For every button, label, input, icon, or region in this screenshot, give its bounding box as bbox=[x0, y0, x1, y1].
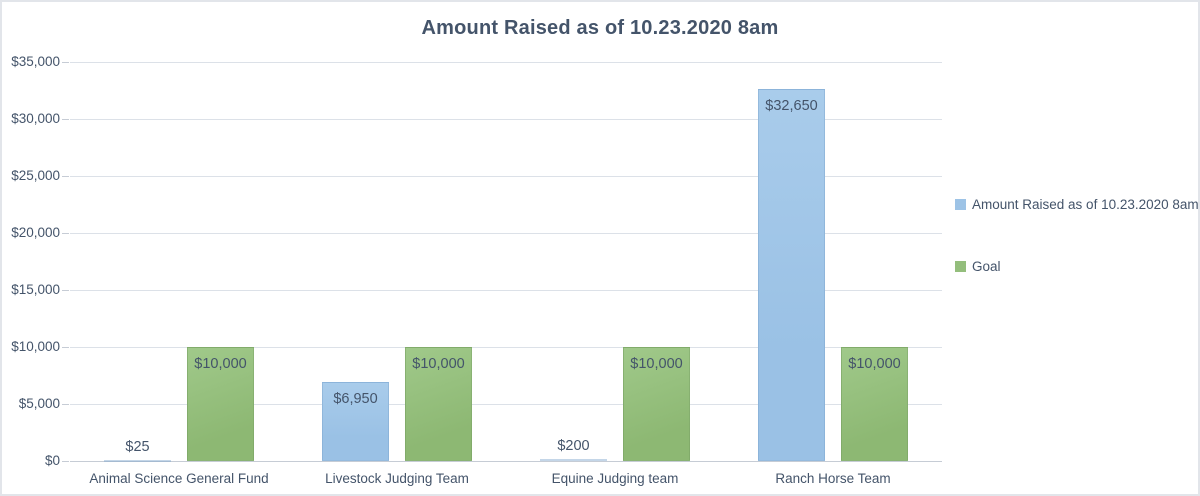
y-axis-tick bbox=[62, 119, 69, 120]
bar-amount-raised-livestock-judging-team bbox=[322, 381, 389, 461]
bar-amount-raised-animal-science-general-fund bbox=[104, 460, 171, 462]
y-axis-tick bbox=[62, 404, 69, 405]
x-category-label-animal-science-general-fund: Animal Science General Fund bbox=[89, 471, 269, 486]
y-axis-tick bbox=[62, 290, 69, 291]
bar-amount-raised-ranch-horse-team bbox=[758, 88, 825, 461]
x-axis-line bbox=[70, 461, 942, 462]
gridline bbox=[70, 347, 942, 348]
y-axis-tick-label: $0 bbox=[44, 453, 60, 468]
gridline bbox=[70, 62, 942, 63]
legend-item-goal: Goal bbox=[955, 259, 1198, 274]
bar-goal-livestock-judging-team bbox=[405, 347, 472, 461]
legend-item-amount-raised-as-of-10-23-2020-8am: Amount Raised as of 10.23.2020 8am bbox=[955, 197, 1199, 212]
y-axis-tick bbox=[62, 347, 69, 348]
legend-marker-icon bbox=[955, 261, 966, 272]
bar-value-label: $10,000 bbox=[194, 356, 247, 372]
y-axis-tick-label: $5,000 bbox=[18, 396, 60, 411]
legend-label: Amount Raised as of 10.23.2020 8am bbox=[972, 197, 1199, 212]
bar-value-label: $10,000 bbox=[412, 356, 465, 372]
chart-title: Amount Raised as of 10.23.2020 8am bbox=[421, 17, 779, 39]
legend: Amount Raised as of 10.23.2020 8am Goal bbox=[955, 197, 1199, 274]
gridline bbox=[70, 119, 942, 120]
y-axis-tick-label: $20,000 bbox=[11, 225, 60, 240]
y-axis-tick bbox=[62, 62, 69, 63]
bar-value-label: $10,000 bbox=[848, 356, 901, 372]
bar-value-label: $200 bbox=[557, 437, 590, 454]
bar-goal-animal-science-general-fund bbox=[187, 347, 254, 461]
bar-value-label: $25 bbox=[125, 439, 150, 455]
y-axis-tick-label: $30,000 bbox=[11, 111, 60, 126]
bar-value-label: $32,650 bbox=[765, 97, 818, 114]
bar-value-label: $6,950 bbox=[333, 390, 378, 407]
x-category-label-ranch-horse-team: Ranch Horse Team bbox=[775, 471, 891, 486]
y-axis-tick-label: $35,000 bbox=[11, 54, 60, 69]
y-axis-tick bbox=[62, 461, 69, 462]
legend-label: Goal bbox=[972, 259, 1001, 274]
y-axis-tick bbox=[62, 233, 69, 234]
gridline bbox=[70, 176, 942, 177]
gridline bbox=[70, 233, 942, 234]
y-axis-tick-label: $15,000 bbox=[11, 282, 60, 297]
gridline bbox=[70, 290, 942, 291]
bar-value-label: $10,000 bbox=[630, 356, 683, 372]
x-category-label-livestock-judging-team: Livestock Judging Team bbox=[325, 471, 469, 486]
y-axis-tick-label: $25,000 bbox=[11, 168, 60, 183]
gridline bbox=[70, 404, 942, 405]
bar-goal-ranch-horse-team bbox=[841, 347, 908, 461]
bar-goal-equine-judging-team bbox=[623, 347, 690, 461]
y-axis-tick-label: $10,000 bbox=[11, 339, 60, 354]
y-axis-tick bbox=[62, 176, 69, 177]
legend-marker-icon bbox=[955, 199, 966, 210]
x-category-label-equine-judging-team: Equine Judging team bbox=[551, 471, 679, 486]
bar-amount-raised-equine-judging-team bbox=[540, 458, 607, 461]
